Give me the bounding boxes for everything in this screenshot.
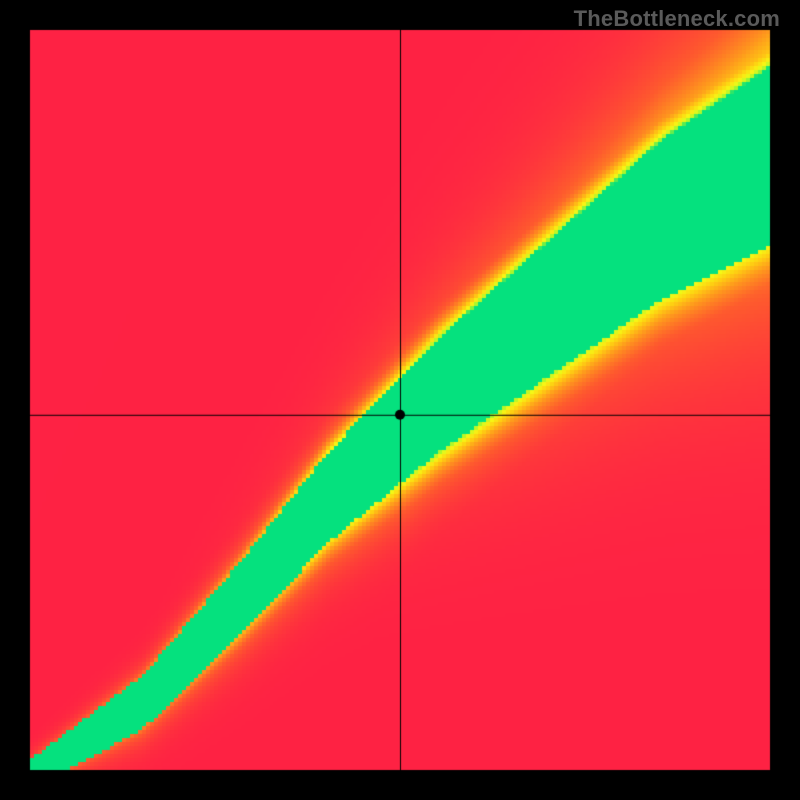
watermark-text: TheBottleneck.com	[574, 6, 780, 32]
bottleneck-heatmap	[0, 0, 800, 800]
chart-container: TheBottleneck.com	[0, 0, 800, 800]
